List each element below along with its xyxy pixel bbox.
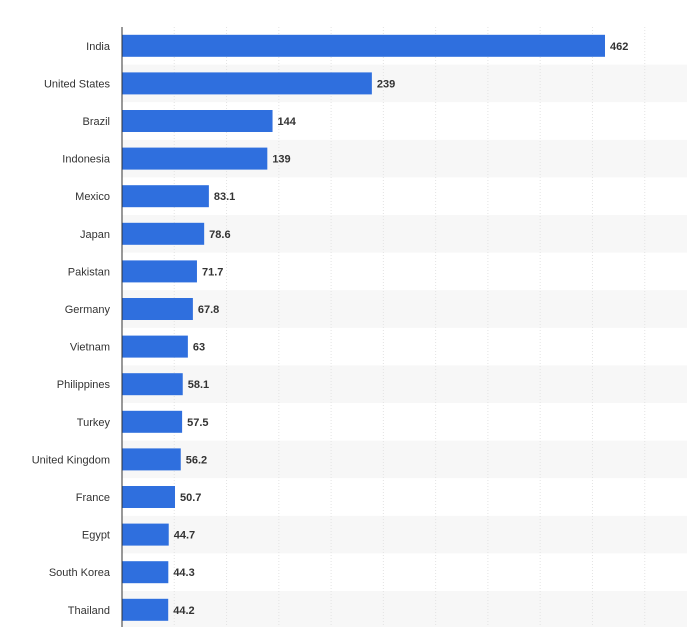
bar (122, 72, 372, 95)
category-label: Brazil (82, 116, 110, 128)
category-labels: India United States Brazil Indonesia Mexico J… (32, 41, 111, 617)
category-label: Egypt (82, 530, 110, 542)
value-labels: 462 239 144 139 83.1 78.6 71.7 67.8 63 58.1 57.5 56… (173, 41, 628, 617)
data-label: 71.7 (202, 266, 223, 278)
bar (122, 222, 205, 245)
bar (122, 598, 169, 621)
bar (122, 110, 273, 132)
data-label: 83.1 (214, 191, 235, 203)
data-label: 144 (278, 116, 297, 128)
bar (122, 410, 183, 433)
category-label: Germany (65, 304, 111, 316)
category-label: India (86, 41, 111, 53)
bar (122, 486, 176, 508)
bars (122, 34, 605, 621)
data-label: 50.7 (180, 492, 201, 504)
data-label: 462 (610, 41, 628, 53)
bar (122, 298, 193, 320)
category-label: United States (44, 78, 111, 90)
category-label: Philippines (57, 379, 111, 391)
category-label: Indonesia (62, 154, 111, 166)
data-label: 139 (272, 154, 290, 166)
bar (122, 260, 197, 283)
data-label: 56.2 (186, 454, 207, 466)
bar (122, 523, 169, 546)
bar (122, 185, 209, 208)
row-band (122, 515, 687, 554)
data-label: 44.7 (174, 530, 195, 542)
category-label: Mexico (75, 191, 110, 203)
bar (122, 335, 188, 358)
category-label: Vietnam (70, 342, 110, 354)
data-label: 67.8 (198, 304, 219, 316)
bar (122, 448, 181, 471)
row-band (122, 215, 687, 253)
bar (122, 34, 605, 57)
category-label: Thailand (68, 605, 110, 617)
row-band (122, 591, 687, 627)
data-label: 58.1 (188, 379, 209, 391)
category-label: South Korea (49, 567, 111, 579)
category-label: Japan (80, 229, 110, 241)
bar (122, 561, 169, 584)
data-label: 78.6 (209, 229, 230, 241)
data-label: 57.5 (187, 417, 208, 429)
bar (122, 147, 268, 170)
category-label: France (76, 492, 110, 504)
category-label: Pakistan (68, 266, 110, 278)
data-label: 44.2 (173, 605, 194, 617)
bar (122, 373, 183, 396)
category-label: Turkey (77, 417, 111, 429)
data-label: 44.3 (173, 567, 194, 579)
data-label: 239 (377, 78, 395, 90)
category-label: United Kingdom (32, 454, 110, 466)
data-label: 63 (193, 342, 205, 354)
